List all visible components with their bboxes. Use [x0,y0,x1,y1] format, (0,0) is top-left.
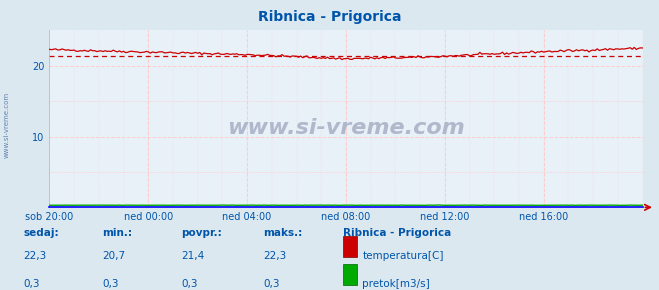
Text: Ribnica - Prigorica: Ribnica - Prigorica [343,228,451,238]
Text: 22,3: 22,3 [264,251,287,261]
Text: 0,3: 0,3 [181,279,198,289]
Text: www.si-vreme.com: www.si-vreme.com [3,92,10,158]
Text: Ribnica - Prigorica: Ribnica - Prigorica [258,10,401,24]
Text: 20,7: 20,7 [102,251,125,261]
Text: 0,3: 0,3 [264,279,280,289]
Text: maks.:: maks.: [264,228,303,238]
Text: 0,3: 0,3 [23,279,40,289]
Text: www.si-vreme.com: www.si-vreme.com [227,118,465,138]
Text: povpr.:: povpr.: [181,228,222,238]
Text: sedaj:: sedaj: [23,228,59,238]
Text: temperatura[C]: temperatura[C] [362,251,444,261]
Text: pretok[m3/s]: pretok[m3/s] [362,279,430,289]
Text: min.:: min.: [102,228,132,238]
Text: 21,4: 21,4 [181,251,204,261]
Bar [343,264,357,285]
Text: 22,3: 22,3 [23,251,46,261]
Text: 0,3: 0,3 [102,279,119,289]
Bar [343,236,357,257]
